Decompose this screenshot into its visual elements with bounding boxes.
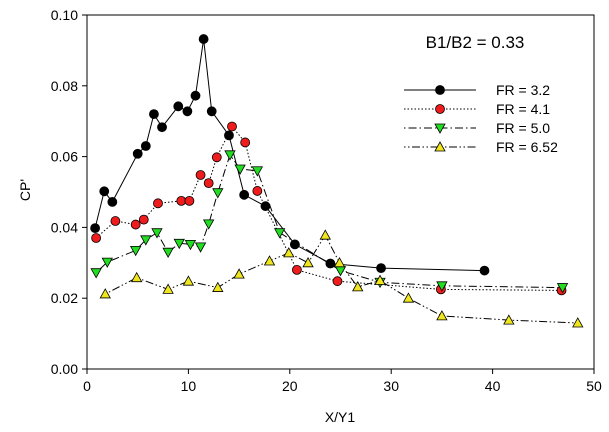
legend-marker	[435, 85, 445, 95]
data-point	[99, 186, 110, 197]
data-point	[402, 292, 415, 303]
data-point	[203, 219, 215, 230]
data-point	[91, 233, 102, 243]
x-tick-label: 40	[485, 378, 501, 394]
data-point	[149, 109, 159, 120]
data-point	[90, 223, 101, 234]
data-point	[140, 235, 152, 246]
data-point	[283, 247, 295, 258]
data-point	[184, 195, 195, 206]
legend-label: FR = 3.2	[496, 82, 550, 98]
plot-frame	[86, 14, 595, 370]
legend-marker	[435, 104, 445, 114]
chart-annotation: B1/B2 = 0.33	[426, 33, 525, 52]
data-point	[572, 317, 584, 328]
data-point	[99, 288, 111, 299]
data-point	[503, 314, 515, 325]
data-point	[176, 195, 187, 206]
data-point	[182, 106, 193, 117]
data-point	[195, 170, 206, 180]
data-point	[212, 281, 224, 292]
x-axis-label: X/Y1	[325, 409, 356, 425]
data-point	[138, 214, 149, 225]
data-point	[131, 271, 143, 283]
data-point	[352, 281, 364, 292]
x-tick-label: 10	[181, 378, 197, 394]
series-line	[105, 234, 578, 324]
data-point	[162, 247, 174, 259]
data-point	[325, 258, 336, 269]
data-point	[332, 276, 343, 287]
data-point	[291, 264, 302, 275]
data-point	[479, 265, 490, 276]
legend-marker	[434, 141, 446, 152]
data-point	[240, 137, 251, 148]
data-point	[182, 275, 195, 286]
legend-label: FR = 4.1	[496, 101, 550, 117]
y-tick-label: 0.10	[51, 7, 78, 23]
x-tick-label: 30	[383, 378, 399, 394]
data-point	[234, 164, 246, 175]
data-point	[224, 130, 234, 141]
data-point	[130, 219, 141, 230]
data-point	[273, 228, 286, 239]
data-point	[374, 274, 386, 285]
legend: FR = 3.2 FR = 4.1 FR = 5.0 FR = 6.52	[404, 82, 558, 155]
data-point	[224, 150, 236, 161]
data-point	[436, 281, 448, 292]
axes: 0 10 20 30 40 50 0.00 0.02 0.04 0.06 0.08 0.10	[51, 7, 602, 394]
data-point	[173, 101, 184, 112]
data-point	[157, 122, 167, 133]
series-markers	[90, 34, 584, 328]
data-point	[212, 188, 224, 199]
x-tick-label: 0	[83, 378, 91, 394]
legend-label: FR = 6.52	[496, 139, 558, 155]
data-point	[302, 256, 314, 268]
data-point	[319, 229, 331, 240]
data-point	[333, 256, 346, 268]
y-axis-label: CP'	[17, 179, 33, 201]
data-point	[436, 310, 448, 321]
data-point	[153, 198, 163, 209]
y-tick-label: 0.02	[51, 290, 78, 306]
data-point	[251, 166, 264, 177]
data-point	[206, 106, 217, 117]
y-tick-label: 0.00	[51, 361, 78, 377]
data-point	[90, 268, 102, 279]
data-point	[194, 242, 207, 253]
data-point	[239, 189, 250, 200]
data-point	[211, 152, 222, 163]
data-point	[289, 239, 300, 250]
legend-marker	[434, 123, 446, 134]
data-point	[101, 257, 113, 268]
data-point	[132, 148, 143, 159]
y-tick-label: 0.04	[51, 219, 78, 235]
data-point	[151, 228, 163, 239]
data-point	[334, 266, 347, 277]
data-point	[173, 238, 185, 250]
data-point	[556, 283, 569, 294]
data-point	[227, 121, 237, 132]
x-tick-label: 20	[282, 378, 298, 394]
legend-label: FR = 5.0	[496, 120, 550, 136]
data-point	[198, 34, 209, 44]
data-point	[233, 268, 245, 279]
data-point	[263, 255, 276, 266]
data-point	[162, 283, 174, 294]
data-point	[252, 186, 263, 196]
data-point	[203, 178, 214, 189]
y-tick-label: 0.08	[51, 78, 78, 94]
x-tick-label: 50	[586, 378, 602, 394]
data-point	[110, 216, 121, 226]
data-point	[376, 263, 386, 274]
data-point	[129, 246, 142, 257]
series-line	[94, 39, 485, 272]
data-point	[184, 239, 197, 251]
data-point	[140, 141, 151, 151]
y-tick-label: 0.06	[51, 149, 78, 165]
data-point	[260, 201, 271, 212]
data-point	[190, 90, 201, 101]
data-point	[107, 197, 118, 207]
